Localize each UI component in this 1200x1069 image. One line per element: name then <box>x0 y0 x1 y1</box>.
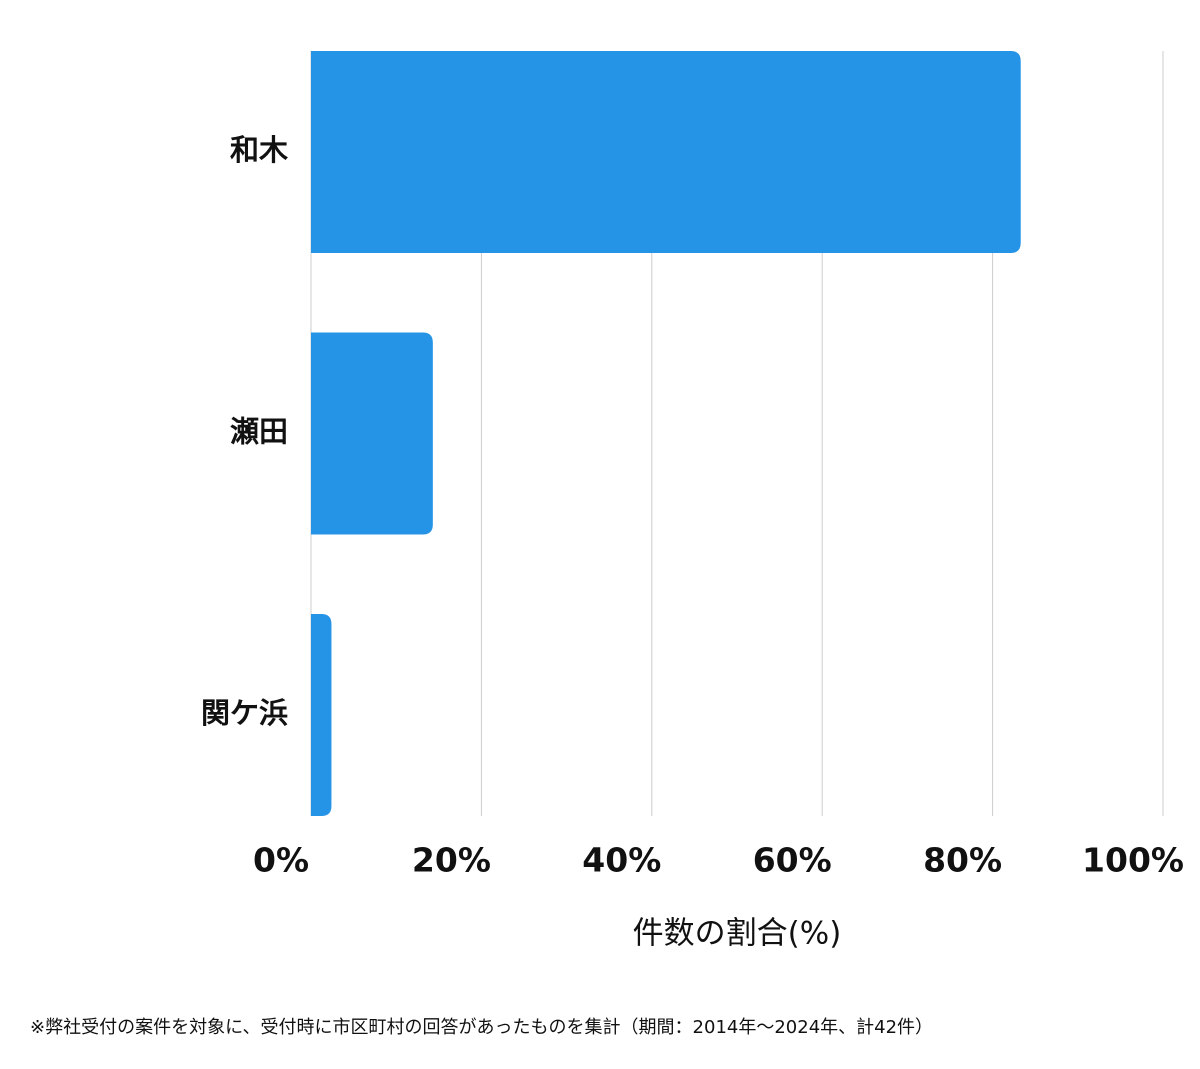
x-tick-label: 100% <box>1082 841 1184 880</box>
x-tick-label: 0% <box>253 841 309 880</box>
y-tick-label: 和木 <box>230 133 288 167</box>
x-tick-label: 80% <box>923 841 1002 880</box>
y-tick-label: 瀬田 <box>230 415 288 449</box>
y-tick-label: 関ケ浜 <box>201 696 288 730</box>
x-tick-label: 60% <box>753 841 832 880</box>
x-tick-label: 40% <box>582 841 661 880</box>
bar <box>311 51 1021 253</box>
bar <box>311 332 433 535</box>
bar <box>311 614 332 816</box>
footnote: ※弊社受付の案件を対象に、受付時に市区町村の回答があったものを集計（期間：201… <box>30 1017 933 1038</box>
x-tick-label: 20% <box>412 841 491 880</box>
x-axis-title: 件数の割合(%) <box>633 916 842 952</box>
